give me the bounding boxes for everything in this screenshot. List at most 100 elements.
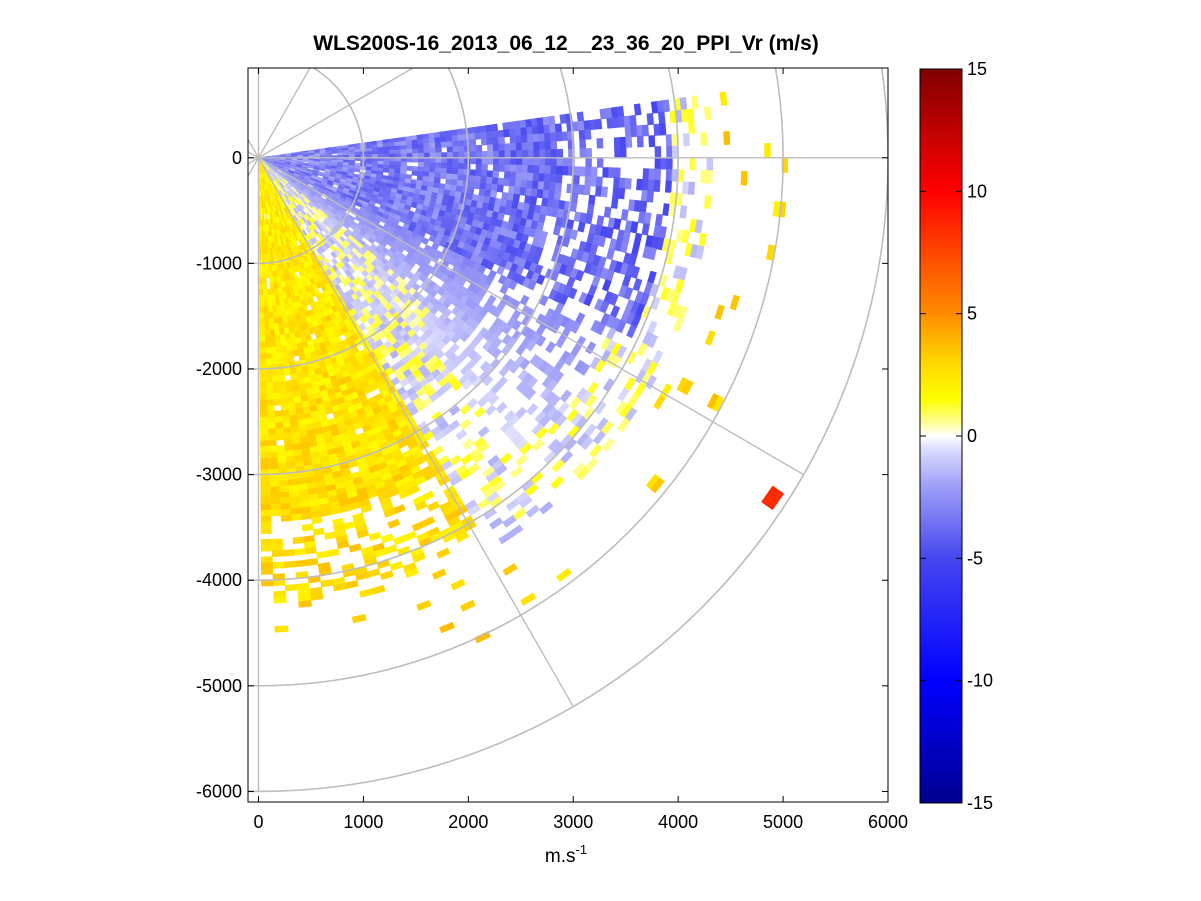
range-gate xyxy=(269,497,281,505)
range-gate xyxy=(260,463,270,471)
range-gate xyxy=(764,143,771,159)
range-gate xyxy=(583,184,591,196)
range-gate xyxy=(654,168,662,181)
range-gate xyxy=(549,182,557,192)
range-gate xyxy=(394,145,402,151)
range-gate xyxy=(584,166,592,177)
range-gate xyxy=(262,294,268,302)
range-gate xyxy=(679,205,688,219)
range-gate xyxy=(284,583,298,592)
range-gate xyxy=(682,181,690,195)
range-gate xyxy=(394,141,402,147)
range-gate xyxy=(429,167,436,174)
range-gate xyxy=(263,300,269,308)
range-gate xyxy=(457,174,465,182)
range-gate xyxy=(281,415,291,423)
range-gate xyxy=(666,145,673,159)
range-gate xyxy=(550,149,558,159)
range-gate xyxy=(561,131,569,142)
range-gate xyxy=(521,157,529,166)
range-gate xyxy=(264,352,272,360)
range-gate xyxy=(526,126,534,136)
range-gate xyxy=(475,157,483,165)
range-gate xyxy=(555,174,563,184)
range-gate xyxy=(272,387,281,395)
range-gate xyxy=(450,129,458,137)
range-gate xyxy=(657,111,666,125)
range-gate xyxy=(268,323,275,331)
range-gate xyxy=(445,135,453,143)
range-gate xyxy=(556,157,564,167)
range-gate xyxy=(703,106,712,121)
range-gate xyxy=(290,513,302,521)
colorbar-tick-label: -5 xyxy=(967,548,983,568)
range-gate xyxy=(469,151,477,159)
range-gate xyxy=(529,196,538,206)
range-gate xyxy=(260,446,270,453)
range-gate xyxy=(579,148,587,159)
range-gate xyxy=(283,438,293,446)
range-gate xyxy=(259,329,266,337)
range-gate xyxy=(539,149,546,159)
range-gate xyxy=(276,450,286,458)
range-gate xyxy=(446,141,454,148)
range-gate xyxy=(259,422,269,430)
y-tick-label: -4000 xyxy=(196,570,242,590)
range-gate xyxy=(258,271,264,279)
range-gate xyxy=(262,271,267,279)
colorbar-tick-label: 15 xyxy=(967,59,987,79)
range-gate xyxy=(267,416,276,424)
range-gate xyxy=(283,560,296,569)
range-gate xyxy=(532,133,540,143)
range-gate xyxy=(515,171,523,181)
range-gate xyxy=(388,145,396,151)
range-gate xyxy=(272,381,280,389)
range-gate xyxy=(441,152,448,159)
range-gate xyxy=(267,439,277,447)
range-gate xyxy=(584,129,592,140)
range-gate xyxy=(662,99,671,113)
range-gate xyxy=(514,179,522,188)
range-gate xyxy=(258,266,263,273)
range-gate xyxy=(434,172,442,179)
range-gate xyxy=(550,140,558,150)
range-gate xyxy=(260,457,270,465)
range-gate xyxy=(272,311,278,319)
range-gate xyxy=(458,157,466,164)
range-gate xyxy=(284,444,294,452)
range-gate xyxy=(440,172,448,180)
range-gate xyxy=(259,370,267,378)
range-gate xyxy=(503,178,511,187)
range-gate xyxy=(602,167,610,178)
range-gate xyxy=(485,183,493,192)
range-gate xyxy=(259,324,265,331)
colorbar-ramp xyxy=(919,68,963,804)
range-gate xyxy=(412,157,419,163)
y-tick-label: 0 xyxy=(232,148,242,168)
range-gate xyxy=(272,561,285,569)
range-gate xyxy=(596,138,604,149)
range-gate xyxy=(277,375,286,383)
range-gate xyxy=(377,150,385,155)
range-gate xyxy=(406,165,413,172)
range-gate xyxy=(412,148,419,154)
range-gate xyxy=(555,131,563,142)
range-gate xyxy=(479,125,487,134)
range-gate xyxy=(383,150,390,155)
range-gate xyxy=(280,514,292,522)
range-gate xyxy=(498,150,506,159)
range-gate xyxy=(435,162,442,169)
range-gate xyxy=(265,358,272,366)
range-gate xyxy=(544,157,552,167)
range-gate xyxy=(480,131,488,140)
range-gate xyxy=(537,125,545,135)
range-gate xyxy=(686,108,695,122)
range-gate xyxy=(440,162,448,169)
chart-title: WLS200S-16_2013_06_12__23_36_20_PPI_Vr (… xyxy=(313,32,819,55)
range-gate xyxy=(259,318,265,325)
range-gate xyxy=(279,398,289,406)
range-gate xyxy=(260,504,272,511)
range-gate xyxy=(457,140,465,147)
x-axis-label-sup: -1 xyxy=(576,842,588,857)
range-gate xyxy=(266,387,274,395)
